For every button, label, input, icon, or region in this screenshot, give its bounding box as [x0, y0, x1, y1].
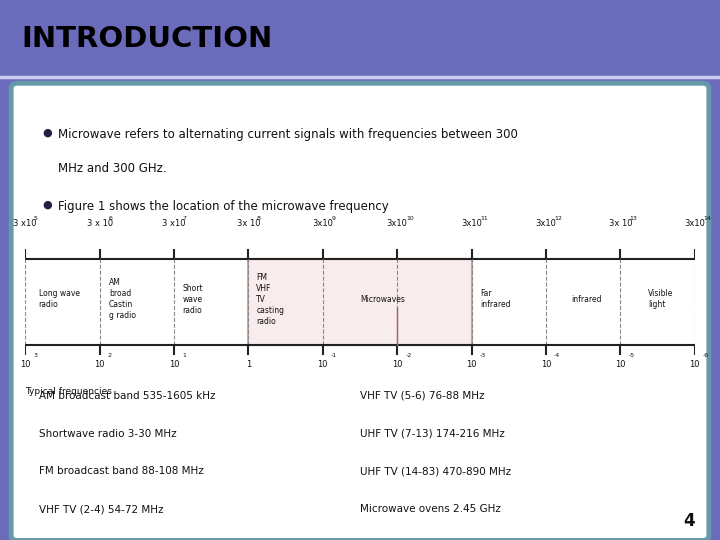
- Text: FM
VHF
TV
casting
radio: FM VHF TV casting radio: [256, 273, 284, 326]
- Text: 10: 10: [168, 360, 179, 369]
- Text: 11: 11: [480, 215, 488, 221]
- Text: 10: 10: [392, 360, 402, 369]
- Text: 5: 5: [34, 215, 37, 221]
- Text: Far
infrared: Far infrared: [480, 289, 511, 309]
- Text: 1: 1: [246, 360, 251, 369]
- Text: -3: -3: [480, 353, 486, 358]
- Text: Microwave refers to alternating current signals with frequencies between 300: Microwave refers to alternating current …: [58, 128, 518, 141]
- Text: 10: 10: [541, 360, 552, 369]
- Text: 9: 9: [331, 215, 336, 221]
- Text: 3: 3: [33, 353, 37, 358]
- Bar: [248, 259, 472, 346]
- Text: 10: 10: [318, 360, 328, 369]
- Text: 10: 10: [467, 360, 477, 369]
- Text: FM broadcast band 88-108 MHz: FM broadcast band 88-108 MHz: [39, 467, 203, 476]
- Text: infrared: infrared: [571, 295, 601, 304]
- Text: 7: 7: [183, 215, 186, 221]
- Text: 10: 10: [406, 215, 414, 221]
- Text: 3 x 10: 3 x 10: [86, 219, 112, 228]
- Text: -5: -5: [629, 353, 634, 358]
- Text: 8: 8: [257, 215, 261, 221]
- Text: -2: -2: [405, 353, 412, 358]
- Text: VHF TV (5-6) 76-88 MHz: VHF TV (5-6) 76-88 MHz: [360, 390, 485, 401]
- Text: -1: -1: [330, 353, 337, 358]
- Text: UHF TV (7-13) 174-216 MHz: UHF TV (7-13) 174-216 MHz: [360, 429, 505, 438]
- Text: Microwave ovens 2.45 GHz: Microwave ovens 2.45 GHz: [360, 504, 501, 515]
- Text: -6: -6: [703, 353, 709, 358]
- Text: UHF TV (14-83) 470-890 MHz: UHF TV (14-83) 470-890 MHz: [360, 467, 511, 476]
- Text: 4: 4: [683, 512, 695, 530]
- Text: 3x 10: 3x 10: [608, 219, 632, 228]
- Text: 13: 13: [629, 215, 637, 221]
- Text: 3 x10: 3 x10: [162, 219, 186, 228]
- Text: Typical frequencies: Typical frequencies: [25, 387, 112, 396]
- Text: 12: 12: [554, 215, 562, 221]
- Text: Microwaves: Microwaves: [360, 295, 405, 304]
- Text: 3x10: 3x10: [387, 219, 408, 228]
- Text: 14: 14: [703, 215, 711, 221]
- Text: MHz and 300 GHz.: MHz and 300 GHz.: [58, 161, 166, 175]
- Text: 3 x10: 3 x10: [14, 219, 37, 228]
- FancyBboxPatch shape: [12, 83, 708, 540]
- Text: 3x 10: 3x 10: [237, 219, 260, 228]
- Text: 10: 10: [690, 360, 700, 369]
- Text: 10: 10: [615, 360, 626, 369]
- Text: 2: 2: [107, 353, 112, 358]
- Text: AM
broad
Castin
g radio: AM broad Castin g radio: [109, 278, 136, 320]
- Text: 3x10: 3x10: [462, 219, 482, 228]
- Text: Long wave
radio: Long wave radio: [39, 289, 80, 309]
- Text: 3x10: 3x10: [536, 219, 557, 228]
- Text: AM broadcast band 535-1605 kHz: AM broadcast band 535-1605 kHz: [39, 390, 215, 401]
- Text: -4: -4: [554, 353, 560, 358]
- Text: ●: ●: [42, 128, 52, 138]
- Text: Figure 1 shows the location of the microwave frequency: Figure 1 shows the location of the micro…: [58, 200, 388, 213]
- Text: 3x10: 3x10: [685, 219, 705, 228]
- Text: 1: 1: [182, 353, 186, 358]
- Text: Visible
light: Visible light: [648, 289, 673, 309]
- Text: INTRODUCTION: INTRODUCTION: [22, 24, 273, 52]
- Text: Short
wave
radio: Short wave radio: [183, 284, 203, 315]
- Text: ●: ●: [42, 200, 52, 210]
- Text: Shortwave radio 3-30 MHz: Shortwave radio 3-30 MHz: [39, 429, 176, 438]
- Text: 10: 10: [20, 360, 30, 369]
- Text: 6: 6: [108, 215, 112, 221]
- Text: 10: 10: [94, 360, 105, 369]
- Text: 3x10: 3x10: [312, 219, 333, 228]
- Text: VHF TV (2-4) 54-72 MHz: VHF TV (2-4) 54-72 MHz: [39, 504, 163, 515]
